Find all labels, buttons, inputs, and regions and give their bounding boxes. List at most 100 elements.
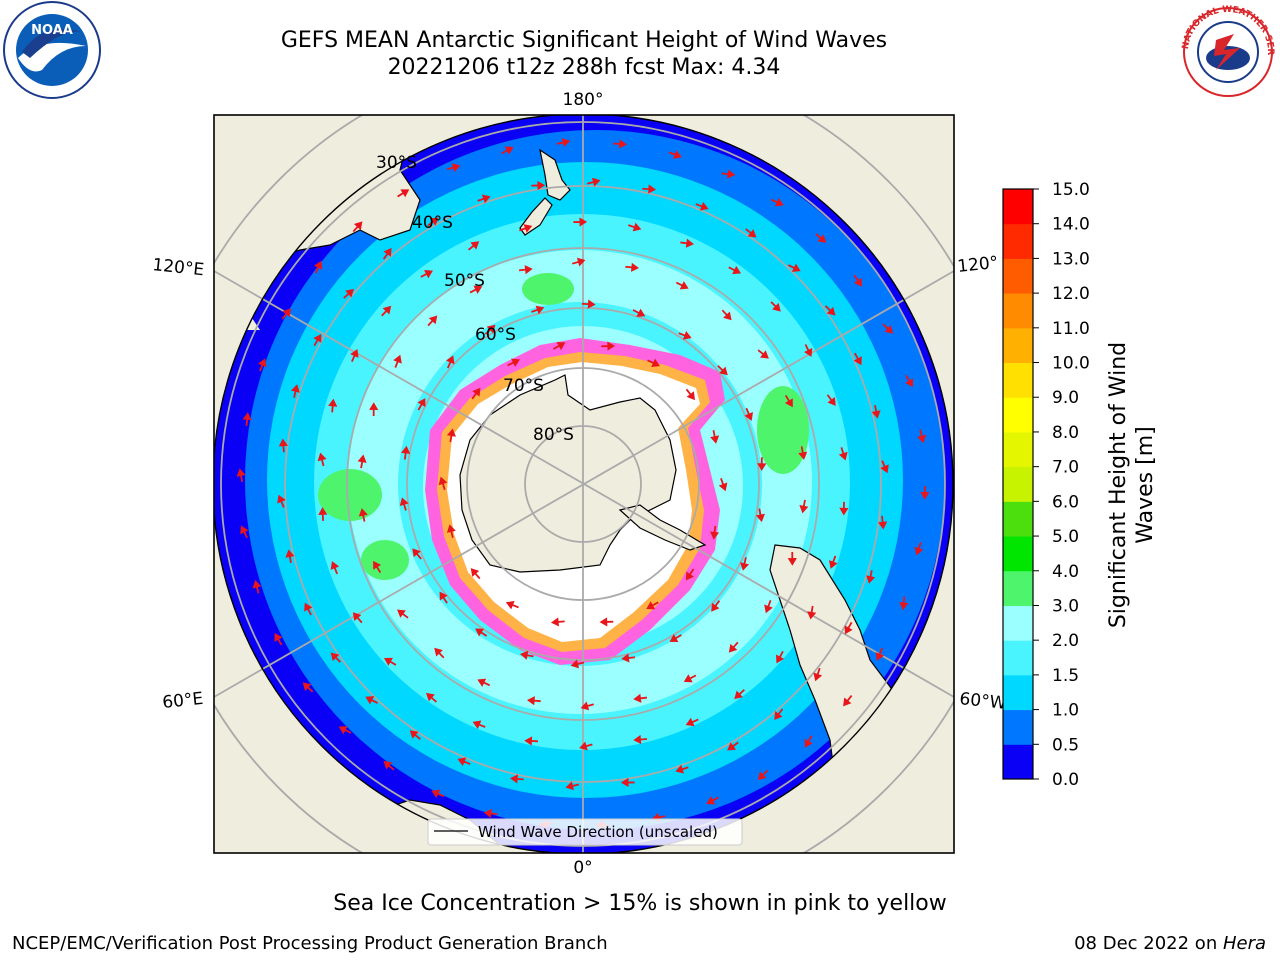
- wave-direction-arrow: [571, 257, 586, 267]
- colorbar-tick-label: 9.0: [1052, 388, 1079, 408]
- colorbar-tick-label: 1.0: [1052, 701, 1079, 721]
- wave-direction-arrow: [669, 634, 682, 643]
- wave-direction-arrow: [302, 682, 314, 693]
- wave-direction-arrow: [757, 769, 769, 781]
- wave-direction-arrow: [457, 757, 471, 767]
- colorbar-swatch: [1003, 258, 1033, 294]
- wave-direction-arrow: [357, 454, 367, 469]
- wave-direction-arrow: [350, 349, 359, 362]
- wave-direction-arrow: [352, 221, 363, 233]
- wave-direction-arrow: [711, 600, 721, 612]
- wave-direction-arrow: [721, 169, 736, 179]
- wave-direction-arrow: [880, 460, 889, 474]
- wave-direction-arrow: [290, 384, 300, 398]
- wave-direction-arrow: [550, 617, 565, 627]
- wave-direction-arrow: [770, 301, 781, 312]
- wave-direction-arrow: [882, 323, 894, 334]
- wave-direction-arrow: [475, 628, 488, 637]
- colorbar-swatch: [1003, 744, 1033, 780]
- wave-direction-arrow: [343, 288, 354, 299]
- wave-direction-arrow: [472, 720, 486, 730]
- wave-direction-arrow: [727, 741, 739, 751]
- colorbar-tick-label: 10.0: [1052, 354, 1090, 374]
- noaa-logo-text: NOAA: [31, 23, 73, 38]
- wave-direction-arrow: [807, 605, 817, 620]
- colorbar-swatch: [1003, 293, 1033, 329]
- wave-direction-arrow: [417, 398, 426, 411]
- wave-direction-arrow: [668, 150, 682, 159]
- wave-direction-arrow: [757, 349, 769, 359]
- colorbar-tick-label: 1.5: [1052, 666, 1079, 686]
- wave-direction-arrow: [469, 285, 483, 294]
- wave-direction-arrow: [633, 734, 648, 745]
- wave-direction-arrow: [412, 548, 422, 560]
- wave-direction-arrow: [734, 689, 745, 700]
- footer-date-text: 08 Dec 2022 on: [1074, 933, 1223, 954]
- wave-direction-arrow: [484, 324, 496, 335]
- wave-direction-arrow: [804, 344, 813, 357]
- wave-direction-arrow: [680, 238, 694, 248]
- wave-direction-arrow: [646, 601, 659, 610]
- wave-direction-arrow: [728, 641, 739, 653]
- colorbar-swatch: [1003, 431, 1033, 468]
- wave-direction-arrow: [240, 525, 249, 539]
- lon-label-60e: 60°E: [161, 689, 204, 713]
- wave-direction-arrow: [776, 650, 785, 664]
- wave-direction-arrow: [409, 730, 421, 740]
- colorbar-swatch: [1003, 674, 1033, 711]
- wave-direction-arrow: [526, 696, 541, 706]
- wave-direction-arrow: [427, 217, 439, 227]
- wave-direction-arrow: [917, 429, 927, 444]
- wave-direction-arrow: [531, 180, 546, 191]
- colorbar-swatch: [1003, 570, 1033, 606]
- wave-direction-arrow: [920, 485, 930, 500]
- wave-direction-arrow: [824, 305, 836, 316]
- wave-direction-arrow: [252, 579, 262, 594]
- wave-direction-arrow: [787, 551, 797, 566]
- wave-direction-arrow: [317, 452, 327, 467]
- wave-direction-arrow: [383, 760, 395, 771]
- wave-direction-arrow: [871, 404, 881, 419]
- wave-direction-arrow: [599, 617, 614, 627]
- legend-label: Wind Wave Direction (unscaled): [478, 823, 718, 841]
- wave-direction-arrow: [524, 736, 539, 746]
- wave-direction-arrow: [328, 398, 338, 413]
- wave-direction-arrow: [866, 570, 876, 584]
- colorbar-label-line1: Significant Height of Wind: [1106, 342, 1131, 628]
- wave-direction-arrow: [531, 305, 545, 315]
- lat-label-40s: 40°S: [412, 213, 453, 233]
- wave-direction-arrow: [621, 653, 636, 663]
- wave-direction-arrow: [257, 358, 267, 372]
- wave-direction-arrow: [570, 659, 585, 669]
- lon-label-60w: 60°W: [958, 689, 1007, 714]
- colorbar-tick-label: 15.0: [1052, 180, 1090, 200]
- wave-direction-arrow: [685, 388, 695, 401]
- wave-direction-arrow: [579, 741, 593, 751]
- wave-direction-arrow: [330, 561, 340, 575]
- wave-direction-arrow: [330, 652, 341, 663]
- wave-direction-arrow: [613, 139, 627, 149]
- wave-direction-arrow: [580, 701, 595, 711]
- wave-direction-arrow: [509, 774, 524, 784]
- wave-direction-arrow: [382, 247, 392, 260]
- wave-direction-arrow: [683, 674, 697, 683]
- lat-label-80s: 80°S: [533, 425, 574, 445]
- colorbar-tick-label: 6.0: [1052, 492, 1079, 512]
- wave-direction-arrow: [373, 560, 382, 573]
- wave-direction-arrow: [318, 507, 328, 521]
- wave-direction-arrow: [446, 428, 456, 443]
- wave-direction-arrow: [740, 557, 750, 571]
- wave-direction-arrow: [439, 591, 448, 604]
- wave-direction-arrow: [745, 228, 757, 238]
- wave-direction-arrow: [625, 262, 640, 272]
- wave-direction-arrow: [470, 568, 481, 580]
- wave-direction-arrow: [878, 515, 888, 530]
- wave-direction-arrow: [620, 777, 635, 788]
- colorbar-swatch: [1003, 466, 1033, 502]
- colorbar-swatch: [1003, 327, 1033, 364]
- wave-direction-arrow: [313, 333, 322, 347]
- colorbar-swatch: [1003, 709, 1033, 745]
- wave-direction-arrow: [675, 764, 689, 774]
- map-frame: [213, 114, 955, 854]
